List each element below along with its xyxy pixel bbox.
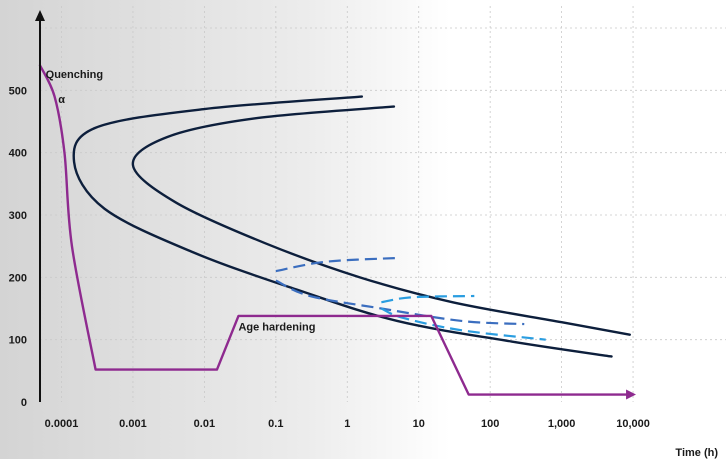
x-tick-label: 10 <box>413 418 425 430</box>
y-tick-label: 400 <box>9 148 27 160</box>
annotation-0: Quenching <box>46 69 103 81</box>
x-tick-label: 100 <box>481 418 499 430</box>
x-axis-label: Time (h) <box>675 447 718 459</box>
annotation-1: α <box>58 94 65 106</box>
x-tick-label: 0.001 <box>119 418 147 430</box>
annotations: Quenching α Age hardening <box>46 69 316 333</box>
series-line-1 <box>131 105 631 336</box>
x-tick-label: 1 <box>344 418 350 430</box>
y-axis-arrow <box>35 10 45 21</box>
series-line-2 <box>275 256 398 273</box>
y-tick-label: 300 <box>9 210 27 222</box>
x-tick-label: 0.0001 <box>45 418 79 430</box>
series-group <box>38 64 637 400</box>
series-line-6 <box>38 64 637 400</box>
x-tick-label: 0.1 <box>268 418 283 430</box>
y-tick-label: 100 <box>9 335 27 347</box>
y-tick-label: 200 <box>9 272 27 284</box>
grid <box>40 6 726 402</box>
x-tick-label: 1,000 <box>548 418 576 430</box>
x-tick-label: 0.01 <box>194 418 215 430</box>
series-line-0 <box>72 95 613 358</box>
series-line-4 <box>381 294 475 304</box>
axes <box>35 10 45 402</box>
x-tick-label: 10,000 <box>616 418 650 430</box>
y-tick-label: 500 <box>9 85 27 97</box>
tick-labels: 0.0001 0.001 0.01 0.1 1 10 100 1,000 10,000 0 100 2… <box>9 85 650 430</box>
annotation-2: Age hardening <box>238 321 315 333</box>
y-tick-label: 0 <box>21 397 27 409</box>
